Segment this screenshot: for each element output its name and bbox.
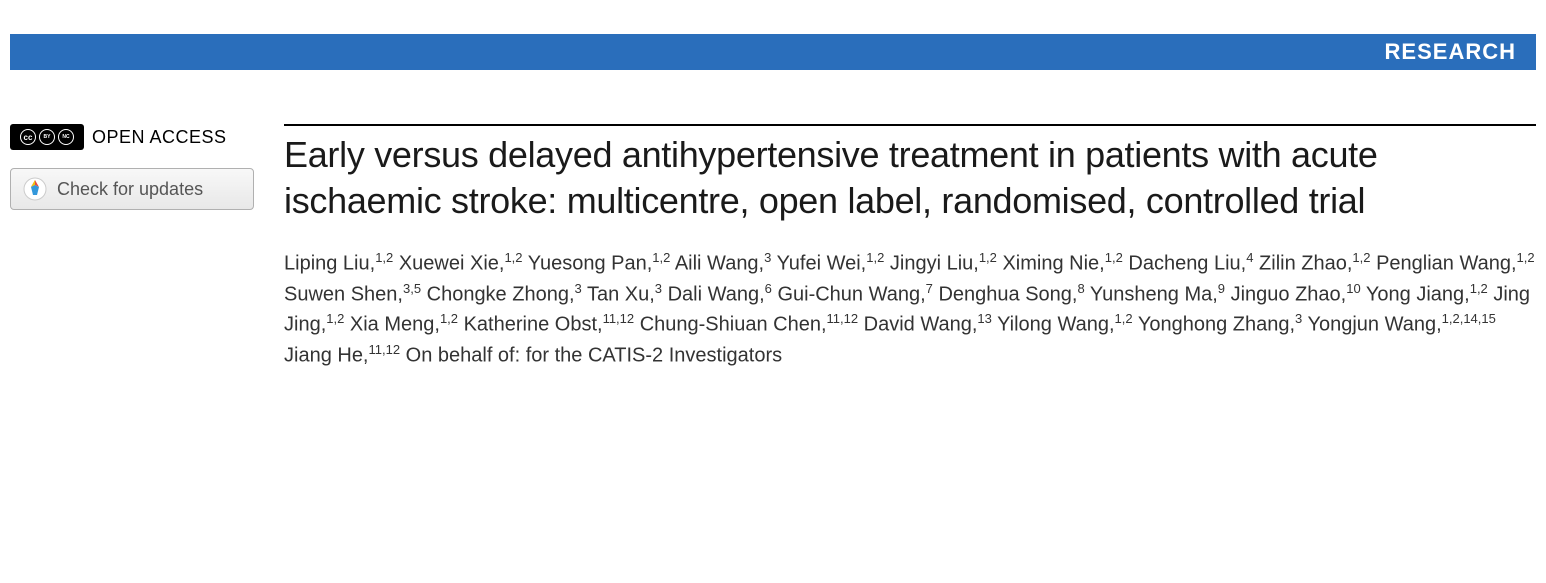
section-label: RESEARCH xyxy=(1385,39,1516,65)
cc-nc-icon: NC xyxy=(58,129,74,145)
cc-by-icon: BY xyxy=(39,129,55,145)
on-behalf-text: On behalf of: for the CATIS-2 Investigat… xyxy=(406,345,782,367)
author-name: Penglian Wang, xyxy=(1376,253,1516,275)
author-affiliation: 11,12 xyxy=(603,311,635,326)
author-list: Liping Liu,1,2 Xuewei Xie,1,2 Yuesong Pa… xyxy=(284,248,1536,371)
author-name: Yongjun Wang, xyxy=(1307,314,1441,336)
author-name: Denghua Song, xyxy=(938,283,1077,305)
author-affiliation: 3 xyxy=(764,250,771,265)
cc-license-icon: cc BY NC xyxy=(10,124,84,150)
author-affiliation: 3 xyxy=(655,281,662,296)
author-name: Zilin Zhao, xyxy=(1259,253,1352,275)
author-affiliation: 3 xyxy=(1295,311,1302,326)
author-name: Chung-Shiuan Chen, xyxy=(640,314,827,336)
author-name: Yong Jiang, xyxy=(1366,283,1470,305)
sidebar: cc BY NC OPEN ACCESS Check for updates xyxy=(10,124,284,371)
author-name: Gui-Chun Wang, xyxy=(777,283,925,305)
author-name: Xuewei Xie, xyxy=(399,253,505,275)
author-name: Tan Xu, xyxy=(587,283,655,305)
author-affiliation: 1,2 xyxy=(440,311,458,326)
author-affiliation: 13 xyxy=(977,311,991,326)
author-name: Yilong Wang, xyxy=(997,314,1114,336)
author-affiliation: 1,2 xyxy=(504,250,522,265)
author-affiliation: 1,2 xyxy=(375,250,393,265)
author-affiliation: 7 xyxy=(926,281,933,296)
author-affiliation: 1,2 xyxy=(326,311,344,326)
section-header-bar: RESEARCH xyxy=(10,34,1536,70)
author-name: Ximing Nie, xyxy=(1002,253,1104,275)
author-name: David Wang, xyxy=(864,314,978,336)
author-name: Jingyi Liu, xyxy=(890,253,979,275)
author-affiliation: 8 xyxy=(1077,281,1084,296)
author-affiliation: 11,12 xyxy=(827,311,859,326)
author-name: Liping Liu, xyxy=(284,253,375,275)
author-affiliation: 1,2 xyxy=(1517,250,1535,265)
author-name: Katherine Obst, xyxy=(464,314,603,336)
check-for-updates-label: Check for updates xyxy=(57,179,203,200)
author-affiliation: 1,2 xyxy=(1352,250,1370,265)
open-access-badge: cc BY NC OPEN ACCESS xyxy=(10,124,266,150)
author-name: Yuesong Pan, xyxy=(528,253,653,275)
author-affiliation: 3,5 xyxy=(403,281,421,296)
article-header: Early versus delayed antihypertensive tr… xyxy=(284,124,1536,371)
cc-icon: cc xyxy=(20,129,36,145)
author-affiliation: 6 xyxy=(765,281,772,296)
author-name: Chongke Zhong, xyxy=(427,283,575,305)
author-name: Aili Wang, xyxy=(675,253,764,275)
author-name: Jinguo Zhao, xyxy=(1231,283,1347,305)
author-affiliation: 1,2 xyxy=(652,250,670,265)
author-affiliation: 1,2 xyxy=(979,250,997,265)
author-affiliation: 1,2 xyxy=(1105,250,1123,265)
author-name: Suwen Shen, xyxy=(284,283,403,305)
author-affiliation: 1,2,14,15 xyxy=(1442,311,1496,326)
author-affiliation: 10 xyxy=(1346,281,1360,296)
author-name: Dacheng Liu, xyxy=(1128,253,1246,275)
open-access-label: OPEN ACCESS xyxy=(92,127,227,148)
author-name: Yunsheng Ma, xyxy=(1090,283,1218,305)
author-affiliation: 1,2 xyxy=(1470,281,1488,296)
author-name: Yonghong Zhang, xyxy=(1138,314,1295,336)
author-affiliation: 11,12 xyxy=(369,342,401,357)
crossmark-icon xyxy=(23,177,47,201)
author-name: Jiang He, xyxy=(284,345,369,367)
author-affiliation: 4 xyxy=(1246,250,1253,265)
check-for-updates-button[interactable]: Check for updates xyxy=(10,168,254,210)
author-name: Xia Meng, xyxy=(350,314,440,336)
author-affiliation: 9 xyxy=(1218,281,1225,296)
author-name: Yufei Wei, xyxy=(777,253,867,275)
content-row: cc BY NC OPEN ACCESS Check for updates E… xyxy=(0,124,1546,371)
author-affiliation: 3 xyxy=(575,281,582,296)
author-affiliation: 1,2 xyxy=(866,250,884,265)
author-name: Dali Wang, xyxy=(668,283,765,305)
author-affiliation: 1,2 xyxy=(1115,311,1133,326)
article-title: Early versus delayed antihypertensive tr… xyxy=(284,132,1536,224)
